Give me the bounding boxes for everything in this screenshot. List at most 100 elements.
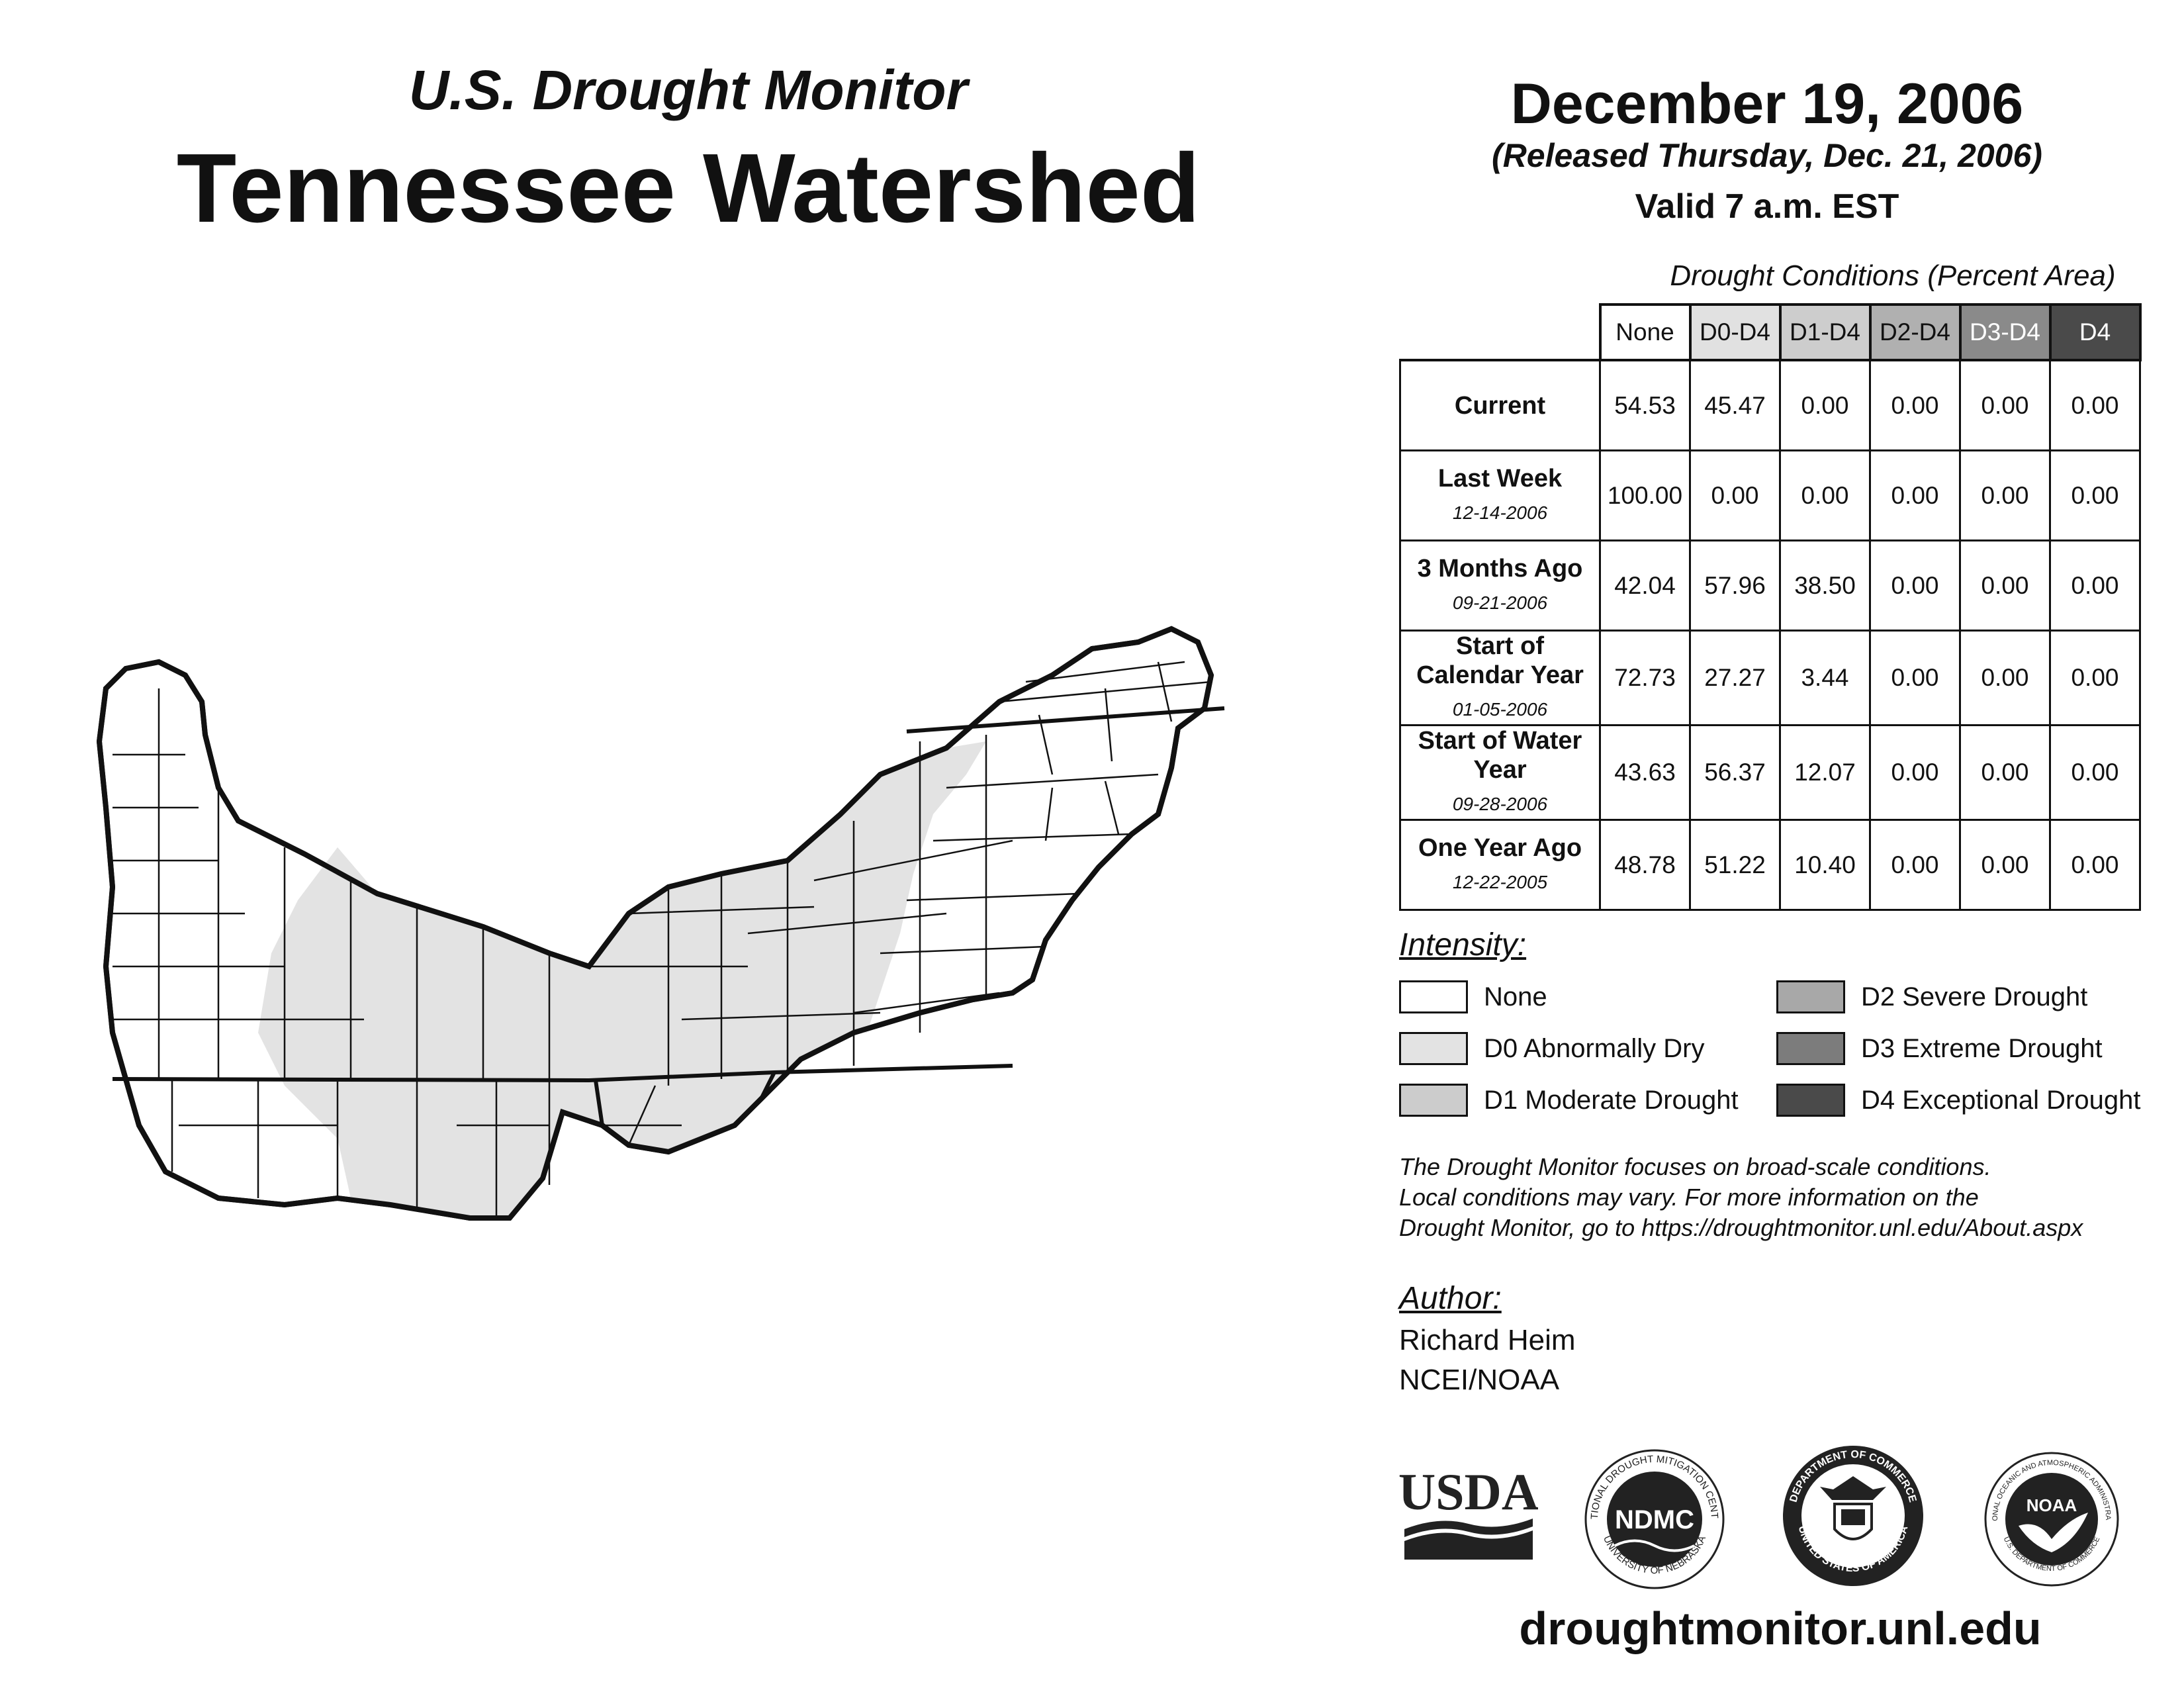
- map-date: December 19, 2006: [1510, 72, 2024, 136]
- state-boundary-west: [594, 1071, 776, 1126]
- d0-region: [258, 741, 986, 1218]
- legend-swatch: [1776, 980, 1845, 1013]
- row-label: One Year Ago 12-22-2005: [1399, 819, 1601, 911]
- legend-swatch: [1399, 1032, 1468, 1065]
- legend-item: D4 Exceptional Drought: [1776, 1082, 2140, 1119]
- noaa-logo: NATIONAL OCEANIC AND ATMOSPHERIC ADMINIS…: [1979, 1446, 2119, 1587]
- table-cell: 0.00: [1689, 449, 1781, 541]
- table-cell: 0.00: [2049, 539, 2141, 632]
- table-cell: 0.00: [1959, 539, 2051, 632]
- table-cell: 72.73: [1599, 630, 1691, 726]
- note-line: Drought Monitor, go to https://droughtmo…: [1399, 1214, 2083, 1241]
- author-org: NCEI/NOAA: [1399, 1364, 1560, 1396]
- header-blank: [1400, 305, 1602, 361]
- table-cell: 0.00: [1869, 724, 1961, 821]
- release-date: (Released Thursday, Dec. 21, 2006): [1492, 137, 2042, 174]
- conditions-title: Drought Conditions (Percent Area): [1670, 259, 2116, 292]
- county-lines: [113, 661, 1212, 1218]
- legend-label: D0 Abnormally Dry: [1484, 1033, 1705, 1063]
- table-cell: 0.00: [1779, 359, 1871, 451]
- table-cell: 0.00: [1959, 359, 2051, 451]
- valid-time: Valid 7 a.m. EST: [1635, 187, 1899, 226]
- row-label: Last Week 12-14-2006: [1399, 449, 1601, 541]
- table-row: Last Week 12-14-2006 100.00 0.00 0.00 0.0…: [1399, 449, 2141, 541]
- legend-swatch: [1776, 1084, 1845, 1117]
- table-cell: 54.53: [1599, 359, 1691, 451]
- table-cell: 0.00: [1869, 630, 1961, 726]
- disclaimer-note: The Drought Monitor focuses on broad-sca…: [1399, 1152, 2180, 1243]
- table-cell: 57.96: [1689, 539, 1781, 632]
- legend-label: None: [1484, 982, 1547, 1011]
- row-date: 01-05-2006: [1452, 699, 1548, 720]
- col-header: D2-D4: [1868, 303, 1962, 361]
- table-cell: 0.00: [1869, 819, 1961, 911]
- table-cell: 0.00: [2049, 630, 2141, 726]
- table-cell: 51.22: [1689, 819, 1781, 911]
- legend-label: D4 Exceptional Drought: [1861, 1085, 2141, 1115]
- col-header: None: [1598, 303, 1692, 361]
- table-cell: 3.44: [1779, 630, 1871, 726]
- table-row: One Year Ago 12-22-2005 48.78 51.22 10.40…: [1399, 819, 2141, 911]
- table-cell: 0.00: [1779, 449, 1871, 541]
- state-boundary-north: [906, 706, 1225, 733]
- usda-logo: USDA: [1399, 1463, 1538, 1560]
- ndmc-logo: NATIONAL DROUGHT MITIGATION CENTER UNIVE…: [1582, 1446, 1725, 1589]
- conditions-table: None D0-D4 D1-D4 D2-D4 D3-D4 D4 Current …: [1399, 303, 2142, 911]
- row-date: 09-21-2006: [1452, 592, 1548, 613]
- noaa-logo-text: NOAA: [2026, 1495, 2077, 1515]
- website-url[interactable]: droughtmonitor.unl.edu: [1519, 1603, 2042, 1654]
- col-header: D1-D4: [1778, 303, 1872, 361]
- row-date: 12-22-2005: [1452, 871, 1548, 892]
- legend-item: D0 Abnormally Dry: [1399, 1030, 1704, 1067]
- row-date: 09-28-2006: [1452, 794, 1548, 814]
- table-row: Start of Water Year 09-28-2006 43.63 56.3…: [1399, 724, 2141, 821]
- row-label: Start of Calendar Year 01-05-2006: [1399, 630, 1601, 726]
- author-name: Richard Heim: [1399, 1324, 1576, 1356]
- row-date: 12-14-2006: [1452, 502, 1548, 523]
- table-cell: 0.00: [1869, 359, 1961, 451]
- conditions-header-row: None D0-D4 D1-D4 D2-D4 D3-D4 D4: [1400, 303, 2142, 361]
- table-cell: 27.27: [1689, 630, 1781, 726]
- legend-item: D3 Extreme Drought: [1776, 1030, 2103, 1067]
- table-cell: 0.00: [1959, 724, 2051, 821]
- intensity-heading: Intensity:: [1399, 927, 1527, 962]
- table-row: 3 Months Ago 09-21-2006 42.04 57.96 38.50…: [1399, 539, 2141, 632]
- table-row: Current 54.53 45.47 0.00 0.00 0.00 0.00: [1399, 359, 2141, 451]
- watershed-border: [96, 626, 1214, 1221]
- row-label: Start of Water Year 09-28-2006: [1399, 724, 1601, 821]
- table-cell: 0.00: [2049, 449, 2141, 541]
- map-title: Tennessee Watershed: [176, 134, 1201, 243]
- table-cell: 48.78: [1599, 819, 1691, 911]
- legend-item: D2 Severe Drought: [1776, 978, 2087, 1015]
- legend-swatch: [1399, 1084, 1468, 1117]
- row-label: 3 Months Ago 09-21-2006: [1399, 539, 1601, 632]
- note-line: The Drought Monitor focuses on broad-sca…: [1399, 1153, 1991, 1180]
- table-cell: 0.00: [1869, 539, 1961, 632]
- legend-label: D1 Moderate Drought: [1484, 1085, 1739, 1115]
- legend-swatch: [1399, 980, 1468, 1013]
- state-boundary-south: [112, 1064, 1013, 1083]
- col-header: D4: [2048, 303, 2142, 361]
- table-cell: 12.07: [1779, 724, 1871, 821]
- table-cell: 56.37: [1689, 724, 1781, 821]
- usda-logo-text: USDA: [1399, 1463, 1538, 1521]
- legend-item: None: [1399, 978, 1547, 1015]
- author-heading: Author:: [1399, 1281, 1502, 1316]
- legend-label: D2 Severe Drought: [1861, 982, 2088, 1011]
- table-row: Start of Calendar Year 01-05-2006 72.73 2…: [1399, 630, 2141, 726]
- table-cell: 0.00: [2049, 819, 2141, 911]
- table-cell: 0.00: [1869, 449, 1961, 541]
- table-cell: 100.00: [1599, 449, 1691, 541]
- legend-swatch: [1776, 1032, 1845, 1065]
- table-cell: 0.00: [2049, 359, 2141, 451]
- table-cell: 0.00: [1959, 630, 2051, 726]
- watershed-map: [96, 626, 1225, 1221]
- table-cell: 42.04: [1599, 539, 1691, 632]
- table-cell: 45.47: [1689, 359, 1781, 451]
- commerce-seal: DEPARTMENT OF COMMERCE UNITED STATES OF …: [1783, 1446, 1923, 1586]
- row-label: Current: [1399, 359, 1601, 451]
- table-cell: 10.40: [1779, 819, 1871, 911]
- table-cell: 0.00: [2049, 724, 2141, 821]
- note-line: Local conditions may vary. For more info…: [1399, 1184, 1979, 1211]
- col-header: D0-D4: [1688, 303, 1782, 361]
